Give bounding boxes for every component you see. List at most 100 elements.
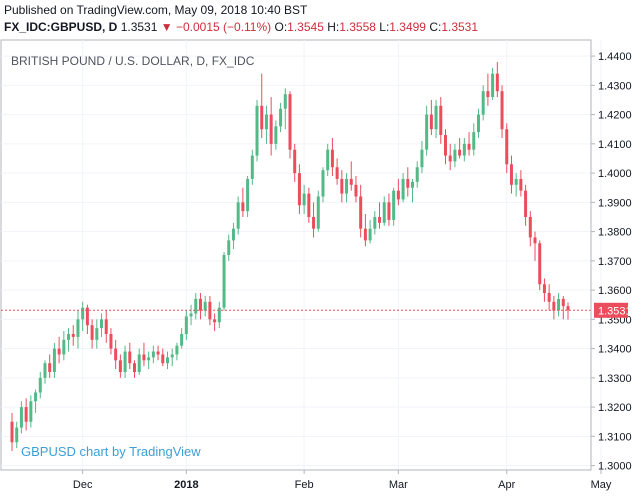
candle bbox=[439, 97, 443, 144]
candle-body bbox=[345, 178, 349, 194]
candle-body bbox=[38, 377, 42, 393]
price-chart[interactable]: 1.30001.31001.32001.33001.34001.35001.36… bbox=[0, 39, 644, 497]
candle-body bbox=[198, 298, 202, 311]
candle bbox=[175, 342, 179, 361]
candle-body bbox=[118, 360, 122, 373]
y-tick-label: 1.3300 bbox=[598, 373, 632, 385]
down-arrow-icon: ▼ bbox=[160, 20, 173, 34]
candle-body bbox=[114, 348, 118, 361]
candle bbox=[382, 196, 386, 226]
x-tick-label: Dec bbox=[73, 479, 93, 491]
candle bbox=[509, 155, 513, 194]
candle bbox=[500, 85, 504, 138]
candle bbox=[250, 149, 254, 185]
candle-body bbox=[15, 427, 19, 443]
candle-body bbox=[509, 164, 513, 185]
candle bbox=[524, 184, 528, 226]
candle-body bbox=[326, 149, 330, 171]
candle bbox=[161, 348, 165, 367]
candle bbox=[184, 310, 188, 340]
candle bbox=[547, 284, 551, 311]
candle-body bbox=[401, 178, 405, 200]
candle bbox=[425, 105, 429, 156]
candle bbox=[396, 178, 400, 206]
candle bbox=[552, 295, 556, 320]
candle-body bbox=[312, 216, 316, 229]
candle-body bbox=[387, 202, 391, 220]
y-tick-label: 1.3100 bbox=[598, 431, 632, 443]
candle-body bbox=[104, 319, 108, 334]
candle-body bbox=[316, 196, 320, 229]
candle bbox=[264, 105, 268, 144]
candle bbox=[67, 328, 71, 352]
candle-body bbox=[165, 357, 169, 364]
candle-body bbox=[472, 132, 476, 150]
low-label: L: bbox=[379, 20, 390, 34]
candle bbox=[10, 412, 14, 451]
candle bbox=[269, 97, 273, 156]
candle bbox=[533, 231, 537, 261]
candle-body bbox=[368, 228, 372, 241]
candle-body bbox=[250, 155, 254, 179]
candle bbox=[236, 196, 240, 235]
candle bbox=[293, 143, 297, 182]
candle bbox=[95, 319, 99, 349]
candle-body bbox=[547, 293, 551, 302]
price-axis[interactable]: 1.30001.31001.32001.33001.34001.35001.36… bbox=[591, 51, 632, 473]
candles bbox=[10, 61, 570, 451]
candle-body bbox=[363, 228, 367, 241]
candle bbox=[123, 345, 127, 378]
candle bbox=[321, 167, 325, 203]
y-tick-label: 1.3000 bbox=[598, 461, 632, 473]
candle bbox=[368, 219, 372, 244]
candle bbox=[104, 310, 108, 343]
y-tick-label: 1.4200 bbox=[598, 110, 632, 122]
high-value: 1.3558 bbox=[339, 20, 376, 34]
candle-body bbox=[349, 178, 353, 185]
candle bbox=[528, 211, 532, 247]
candle-body bbox=[62, 339, 66, 355]
candle bbox=[180, 328, 184, 349]
candle-body bbox=[170, 354, 174, 358]
plot-area[interactable] bbox=[0, 39, 592, 471]
x-tick-label: Apr bbox=[498, 479, 515, 491]
y-tick-label: 1.4300 bbox=[598, 80, 632, 92]
last-price-value: 1.3531 bbox=[120, 20, 158, 34]
candle-body bbox=[340, 178, 344, 194]
candle bbox=[297, 164, 301, 215]
x-tick-label: 2018 bbox=[174, 479, 198, 491]
candle-body bbox=[476, 114, 480, 133]
candle-body bbox=[481, 91, 485, 115]
candle bbox=[505, 123, 509, 174]
candle-body bbox=[255, 105, 259, 156]
candle-body bbox=[184, 316, 188, 334]
candle bbox=[302, 184, 306, 215]
candle bbox=[542, 278, 546, 302]
candle bbox=[415, 161, 419, 188]
candle-body bbox=[439, 105, 443, 136]
candle bbox=[335, 158, 339, 185]
open-label: O: bbox=[274, 20, 288, 34]
candle bbox=[118, 354, 122, 378]
y-tick-label: 1.3400 bbox=[598, 344, 632, 356]
candle bbox=[279, 102, 283, 133]
candle-body bbox=[533, 237, 537, 244]
candle-body bbox=[90, 325, 94, 340]
y-tick-label: 1.3600 bbox=[598, 285, 632, 297]
watermark: GBPUSD chart by TradingView bbox=[21, 444, 201, 459]
candle bbox=[24, 398, 28, 431]
candle bbox=[217, 301, 221, 329]
candle-body bbox=[415, 167, 419, 182]
candle bbox=[100, 313, 104, 337]
candle bbox=[378, 202, 382, 229]
candle bbox=[316, 190, 320, 232]
candle-body bbox=[133, 363, 137, 373]
candle bbox=[137, 348, 141, 375]
time-axis[interactable]: Dec 2018 Feb Mar Apr May bbox=[73, 470, 612, 491]
candle bbox=[241, 187, 245, 217]
candle bbox=[458, 137, 462, 159]
candle bbox=[312, 202, 316, 238]
candle-body bbox=[43, 363, 47, 378]
candle-body bbox=[283, 94, 287, 109]
candle bbox=[76, 310, 80, 349]
